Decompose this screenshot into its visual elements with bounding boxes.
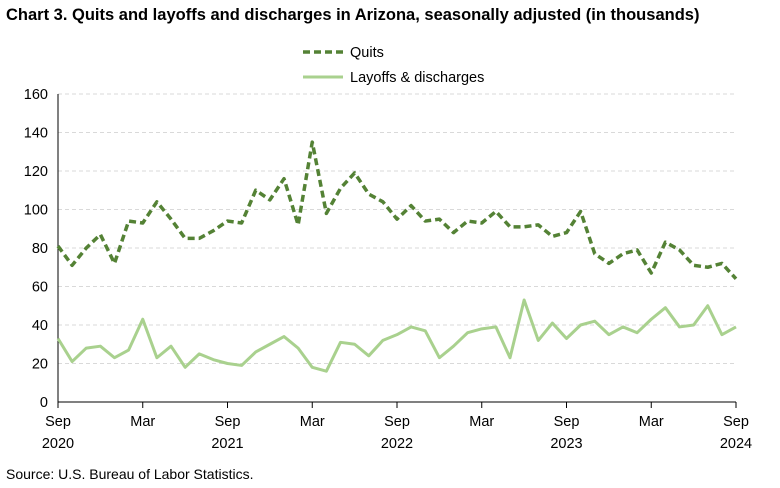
x-tick-label-month: Sep	[45, 414, 71, 430]
x-tick-label-year: 2024	[720, 436, 752, 452]
legend: Quits Layoffs & discharges	[303, 45, 484, 86]
x-tick-label-month: Sep	[554, 414, 580, 430]
x-tick-label-month: Mar	[130, 414, 155, 430]
y-tick-label: 20	[32, 357, 48, 373]
series-line-quits	[56, 140, 738, 280]
x-tick-label-month: Mar	[639, 414, 664, 430]
x-tick-label-month: Sep	[384, 414, 410, 430]
y-tick-label: 60	[32, 280, 48, 296]
series-line-layoffs-discharges	[56, 298, 737, 373]
x-tick-label-month: Sep	[215, 414, 241, 430]
series-lines	[56, 140, 738, 373]
chart-title: Chart 3. Quits and layoffs and discharge…	[6, 6, 700, 24]
y-tick-label: 120	[24, 164, 48, 180]
source-note: Source: U.S. Bureau of Labor Statistics.	[6, 466, 254, 482]
x-axis-tick-labels: Sep 2020 Mar Sep 2021 Mar Sep 2022 Mar Sep 2023 Mar…	[42, 414, 752, 452]
gridlines	[58, 93, 736, 364]
y-tick-label: 80	[32, 241, 48, 257]
y-tick-label: 140	[24, 126, 48, 142]
x-tick-label-year: 2021	[211, 436, 243, 452]
y-axis-tick-labels: 0 20 40 60 80 100 120 140 160	[24, 87, 48, 411]
y-tick-label: 40	[32, 318, 48, 334]
x-tick-label-month: Mar	[300, 414, 325, 430]
legend-label-quits: Quits	[350, 45, 384, 61]
y-tick-label: 160	[24, 87, 48, 103]
x-tick-label-month: Sep	[723, 414, 749, 430]
axes	[57, 94, 737, 408]
x-tick-label-month: Mar	[469, 414, 494, 430]
x-tick-label-year: 2023	[550, 436, 582, 452]
y-tick-label: 0	[40, 395, 48, 411]
x-tick-label-year: 2020	[42, 436, 74, 452]
legend-label-layoffs-discharges: Layoffs & discharges	[350, 70, 484, 86]
x-tick-label-year: 2022	[381, 436, 413, 452]
y-tick-label: 100	[24, 203, 48, 219]
